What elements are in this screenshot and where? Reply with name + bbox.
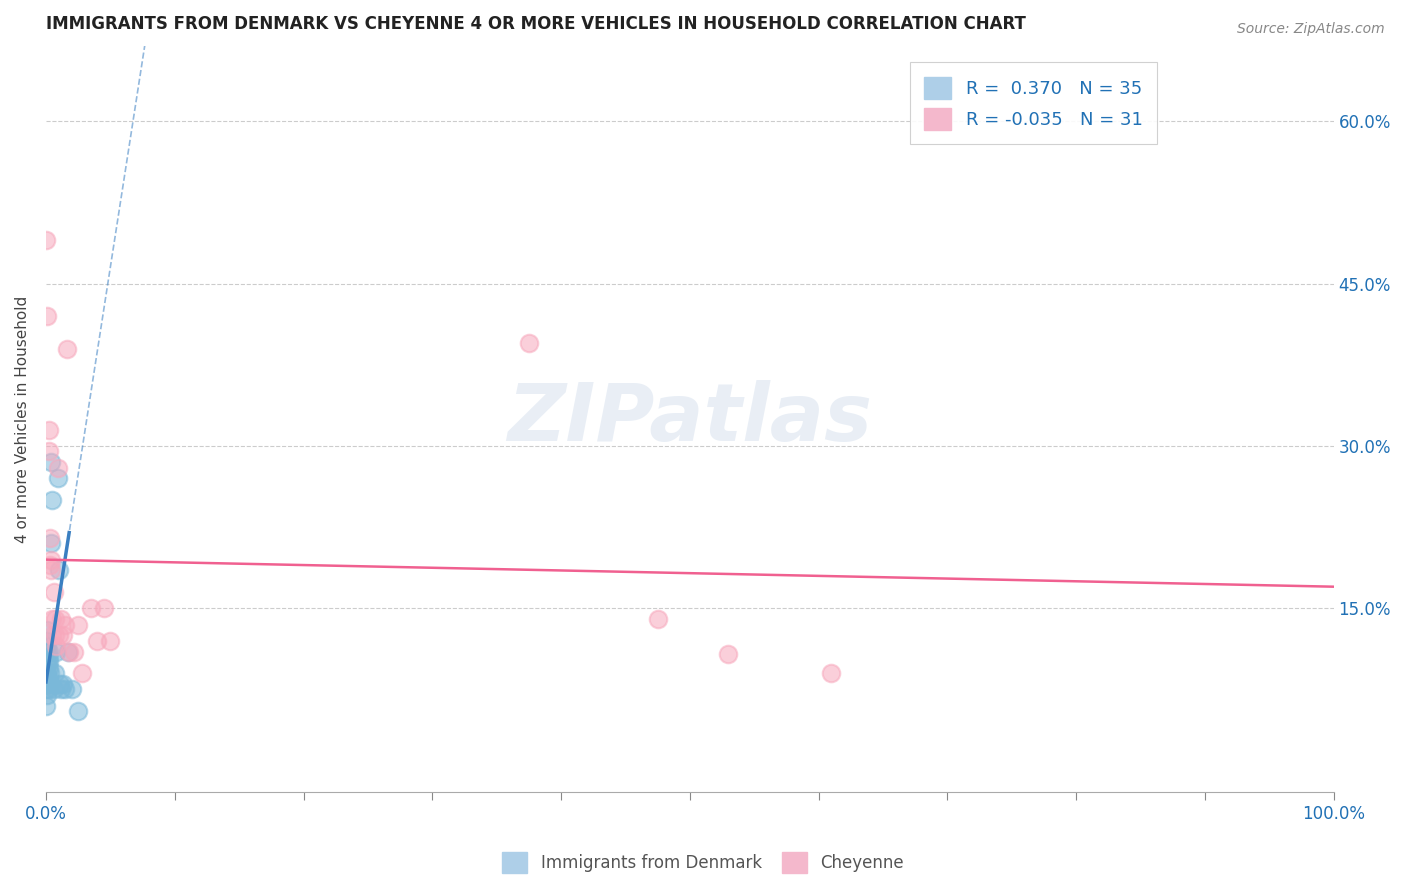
Point	[38, 666, 60, 681]
Point	[38, 558, 60, 572]
Point	[45, 639, 67, 653]
Point	[38, 677, 60, 691]
Point	[93, 601, 115, 615]
Point	[647, 612, 669, 626]
Point	[45, 645, 67, 659]
Point	[35, 698, 58, 713]
Point	[35, 682, 58, 697]
Point	[37, 688, 59, 702]
Y-axis label: 4 or more Vehicles in Household: 4 or more Vehicles in Household	[15, 295, 30, 542]
Point	[51, 682, 73, 697]
Point	[39, 552, 62, 566]
Point	[38, 661, 60, 675]
Point	[37, 666, 59, 681]
Point	[37, 639, 59, 653]
Point	[717, 647, 740, 661]
Point	[38, 656, 60, 670]
Point	[37, 677, 59, 691]
Point	[35, 666, 58, 681]
Point	[53, 617, 76, 632]
Point	[48, 564, 70, 578]
Point	[38, 672, 60, 686]
Point	[37, 309, 59, 323]
Text: IMMIGRANTS FROM DENMARK VS CHEYENNE 4 OR MORE VEHICLES IN HOUSEHOLD CORRELATION : IMMIGRANTS FROM DENMARK VS CHEYENNE 4 OR…	[46, 15, 1026, 33]
Point	[41, 493, 63, 508]
Legend: R =  0.370   N = 35, R = -0.035   N = 31: R = 0.370 N = 35, R = -0.035 N = 31	[910, 62, 1157, 145]
Point	[56, 645, 79, 659]
Point	[44, 666, 66, 681]
Point	[35, 672, 58, 686]
Point	[39, 564, 62, 578]
Point	[41, 628, 63, 642]
Point	[42, 682, 65, 697]
Point	[37, 645, 59, 659]
Point	[52, 628, 75, 642]
Point	[38, 682, 60, 697]
Point	[53, 682, 76, 697]
Point	[55, 342, 77, 356]
Point	[86, 633, 108, 648]
Point	[38, 444, 60, 458]
Point	[42, 585, 65, 599]
Point	[39, 455, 62, 469]
Point	[67, 617, 90, 632]
Point	[98, 633, 121, 648]
Point	[37, 623, 59, 637]
Point	[35, 234, 58, 248]
Point	[58, 645, 80, 659]
Point	[37, 633, 59, 648]
Point	[80, 601, 103, 615]
Point	[46, 471, 69, 485]
Point	[44, 628, 66, 642]
Text: Source: ZipAtlas.com: Source: ZipAtlas.com	[1237, 22, 1385, 37]
Point	[38, 531, 60, 545]
Point	[517, 336, 540, 351]
Point	[70, 666, 93, 681]
Point	[48, 628, 70, 642]
Point	[38, 645, 60, 659]
Point	[52, 677, 75, 691]
Point	[67, 704, 90, 718]
Point	[37, 656, 59, 670]
Point	[63, 645, 86, 659]
Point	[38, 423, 60, 437]
Point	[51, 612, 73, 626]
Point	[41, 612, 63, 626]
Point	[39, 536, 62, 550]
Legend: Immigrants from Denmark, Cheyenne: Immigrants from Denmark, Cheyenne	[496, 846, 910, 880]
Point	[49, 677, 72, 691]
Text: ZIPatlas: ZIPatlas	[508, 380, 872, 458]
Point	[60, 682, 83, 697]
Point	[44, 612, 66, 626]
Point	[38, 650, 60, 665]
Point	[46, 460, 69, 475]
Point	[820, 666, 842, 681]
